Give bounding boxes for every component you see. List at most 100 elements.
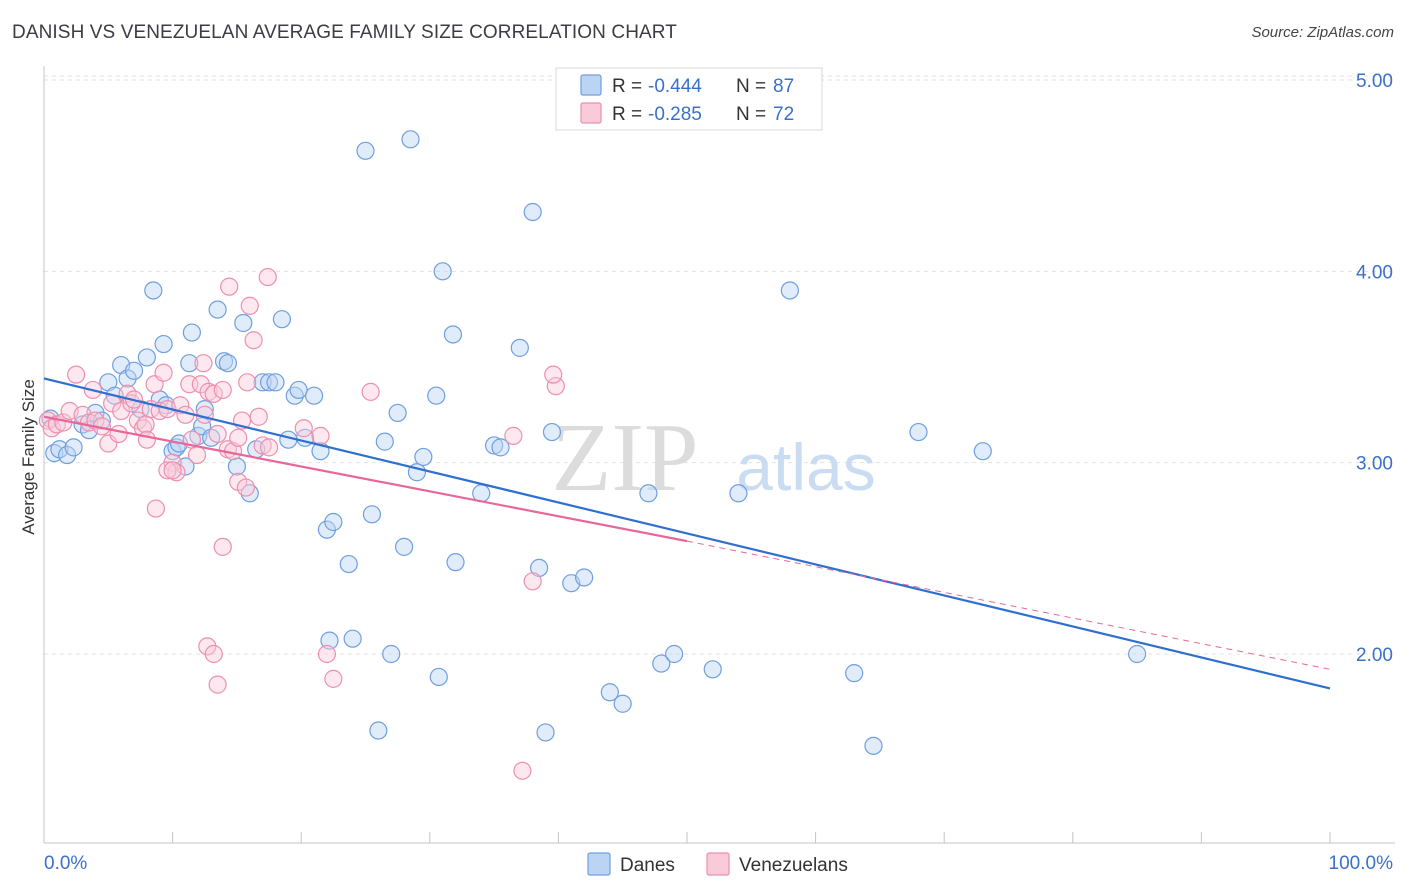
danes-point-25 xyxy=(182,323,201,342)
danes-point-76 xyxy=(575,568,594,587)
legend-r-label-venezuelans: R = xyxy=(612,104,642,125)
danes-point-70 xyxy=(510,338,529,357)
danes-point-30 xyxy=(208,300,227,319)
venezuelans-point-63 xyxy=(317,644,337,664)
danes-point-34 xyxy=(234,313,253,333)
danes-point-48 xyxy=(324,512,343,532)
trend-line-danes xyxy=(43,377,1331,690)
venezuelans-point-5 xyxy=(67,365,86,384)
x-tick-label-max: 100.0% xyxy=(1329,853,1394,874)
danes-point-89 xyxy=(1127,644,1147,664)
danes-point-18 xyxy=(154,334,173,354)
grid-lines xyxy=(44,75,1395,655)
venezuelans-point-47 xyxy=(253,436,272,455)
venezuelans-point-66 xyxy=(504,426,523,445)
danes-point-39 xyxy=(266,373,285,392)
venezuelans-point-61 xyxy=(294,419,313,438)
tick-labels: 2.00 3.00 4.00 5.00 0.0% 100.0% xyxy=(44,71,1393,874)
watermark-atlas: atlas xyxy=(736,430,875,504)
danes-point-74 xyxy=(542,422,562,442)
bottom-legend-danes: Danes xyxy=(620,855,675,876)
danes-point-81 xyxy=(665,644,684,664)
danes-point-52 xyxy=(356,141,375,160)
danes-point-69 xyxy=(491,438,510,457)
chart-source: Source: ZipAtlas.com xyxy=(1251,24,1394,41)
bottom-legend-venezuelans: Venezuelans xyxy=(739,855,848,876)
legend-swatch-danes xyxy=(580,74,602,96)
danes-point-15 xyxy=(137,348,156,367)
danes-point-58 xyxy=(394,537,414,556)
venezuelans-point-44 xyxy=(238,373,257,392)
danes-point-73 xyxy=(536,723,555,742)
danes-point-86 xyxy=(864,736,883,755)
venezuelans-point-65 xyxy=(361,382,380,401)
y-tick-label-3: 5.00 xyxy=(1356,71,1393,92)
venezuelans-point-38 xyxy=(208,424,227,444)
venezuelans-point-51 xyxy=(163,461,182,480)
venezuelans-point-25 xyxy=(154,363,173,382)
danes-point-66 xyxy=(446,553,465,572)
series-danes xyxy=(41,130,1147,755)
trend-line-venezuelans-extension xyxy=(686,540,1331,670)
legend-r-value-danes: -0.444 xyxy=(648,76,702,97)
venezuelans-point-70 xyxy=(513,761,532,780)
danes-point-77 xyxy=(600,683,619,702)
danes-point-49 xyxy=(320,631,339,650)
legend-swatch-venezuelans xyxy=(580,102,602,124)
venezuelans-point-67 xyxy=(523,572,542,591)
y-tick-label-2: 4.00 xyxy=(1356,262,1393,283)
venezuelans-point-56 xyxy=(220,277,239,296)
legend-r-label-danes: R = xyxy=(612,76,642,97)
venezuelans-point-57 xyxy=(229,428,248,447)
venezuelans-point-21 xyxy=(137,430,156,449)
venezuelans-point-54 xyxy=(208,675,227,694)
danes-point-68 xyxy=(485,436,504,455)
danes-point-79 xyxy=(639,484,658,503)
danes-point-65 xyxy=(443,325,463,344)
danes-point-56 xyxy=(382,644,401,664)
danes-point-57 xyxy=(388,403,407,423)
venezuelans-point-55 xyxy=(213,537,232,556)
trend-lines xyxy=(43,377,1331,690)
danes-point-53 xyxy=(362,505,382,524)
danes-point-4 xyxy=(64,438,83,457)
legend-n-value-venezuelans: 72 xyxy=(773,104,794,125)
danes-point-40 xyxy=(272,310,292,329)
venezuelans-point-49 xyxy=(146,499,165,518)
danes-point-24 xyxy=(180,354,199,373)
venezuelans-point-34 xyxy=(191,375,210,394)
venezuelans-point-50 xyxy=(158,461,177,480)
danes-point-85 xyxy=(845,664,864,683)
danes-point-62 xyxy=(427,386,446,405)
legend-n-label-venezuelans: N = xyxy=(736,104,766,125)
danes-point-84 xyxy=(780,281,799,300)
danes-point-64 xyxy=(433,262,452,281)
y-axis-label: Average Family Size xyxy=(19,379,38,535)
venezuelans-point-69 xyxy=(544,365,563,384)
bottom-legend-swatch-danes xyxy=(587,852,611,876)
y-tick-label-0: 2.00 xyxy=(1356,645,1393,666)
venezuelans-point-58 xyxy=(240,296,259,315)
venezuelans-point-20 xyxy=(136,415,155,434)
y-tick-label-1: 3.00 xyxy=(1356,454,1393,475)
correlation-legend: R = -0.444 N = 87 R = -0.285 N = 72 xyxy=(555,67,823,131)
danes-point-43 xyxy=(289,380,308,400)
venezuelans-point-71 xyxy=(194,354,213,373)
venezuelans-point-46 xyxy=(249,407,268,426)
danes-point-78 xyxy=(613,694,632,713)
watermark-zip: ZIP xyxy=(552,404,699,512)
venezuelans-point-68 xyxy=(546,377,565,396)
venezuelans-point-14 xyxy=(112,401,131,421)
danes-point-16 xyxy=(144,281,163,300)
venezuelans-point-60 xyxy=(259,438,279,457)
danes-point-82 xyxy=(703,660,722,679)
bottom-legend-swatch-venezuelans xyxy=(706,852,730,876)
series-venezuelans xyxy=(38,267,565,780)
watermark: ZIP atlas xyxy=(552,404,876,512)
danes-point-71 xyxy=(523,202,542,222)
legend-n-label-danes: N = xyxy=(736,76,766,97)
danes-point-83 xyxy=(729,484,748,503)
danes-point-51 xyxy=(339,554,358,574)
series-legend: Danes Venezuelans xyxy=(587,852,848,876)
